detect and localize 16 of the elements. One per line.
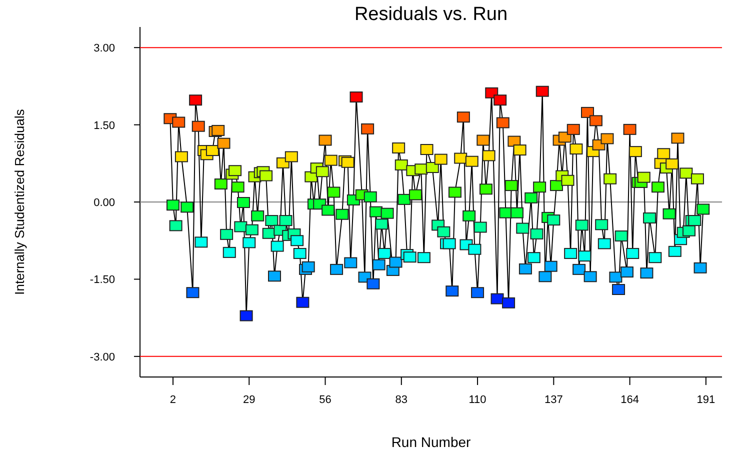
y-axis-title: Internally Studentized Residuals <box>12 108 27 295</box>
x-tick-label: 2 <box>170 394 176 406</box>
x-tick-label: 83 <box>395 394 408 406</box>
x-tick-label: 110 <box>468 394 486 406</box>
y-tick-label: -1.50 <box>90 274 115 286</box>
chart-title: Residuals vs. Run <box>354 4 508 25</box>
y-tick-label: 1.50 <box>94 120 115 132</box>
y-tick-label: 3.00 <box>94 42 115 55</box>
x-axis-title: Run Number <box>391 434 472 450</box>
y-tick-label: -3.00 <box>90 351 115 364</box>
x-tick-label: 191 <box>696 394 716 406</box>
x-tick-label: 164 <box>620 394 639 406</box>
x-tick-label: 29 <box>243 394 256 406</box>
x-tick-label: 137 <box>544 394 563 406</box>
y-tick-label: 0.00 <box>94 197 115 209</box>
x-tick-label: 56 <box>319 394 332 406</box>
